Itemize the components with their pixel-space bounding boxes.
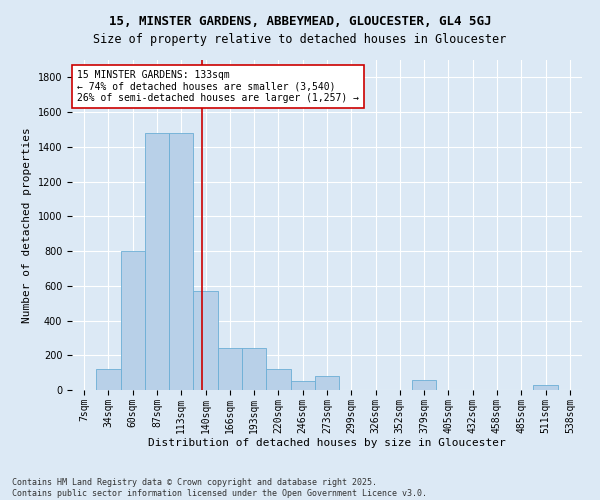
Bar bbox=[266, 369, 290, 390]
Bar bbox=[290, 382, 315, 390]
Y-axis label: Number of detached properties: Number of detached properties bbox=[22, 127, 32, 323]
Bar bbox=[121, 251, 145, 390]
Bar bbox=[242, 348, 266, 390]
Bar bbox=[412, 380, 436, 390]
Text: Size of property relative to detached houses in Gloucester: Size of property relative to detached ho… bbox=[94, 32, 506, 46]
Text: 15 MINSTER GARDENS: 133sqm
← 74% of detached houses are smaller (3,540)
26% of s: 15 MINSTER GARDENS: 133sqm ← 74% of deta… bbox=[77, 70, 359, 103]
Bar bbox=[218, 348, 242, 390]
Bar bbox=[193, 291, 218, 390]
Text: Contains HM Land Registry data © Crown copyright and database right 2025.
Contai: Contains HM Land Registry data © Crown c… bbox=[12, 478, 427, 498]
Bar bbox=[315, 376, 339, 390]
Bar bbox=[533, 385, 558, 390]
Bar bbox=[169, 133, 193, 390]
Text: 15, MINSTER GARDENS, ABBEYMEAD, GLOUCESTER, GL4 5GJ: 15, MINSTER GARDENS, ABBEYMEAD, GLOUCEST… bbox=[109, 15, 491, 28]
Bar bbox=[145, 133, 169, 390]
X-axis label: Distribution of detached houses by size in Gloucester: Distribution of detached houses by size … bbox=[148, 438, 506, 448]
Bar bbox=[96, 369, 121, 390]
